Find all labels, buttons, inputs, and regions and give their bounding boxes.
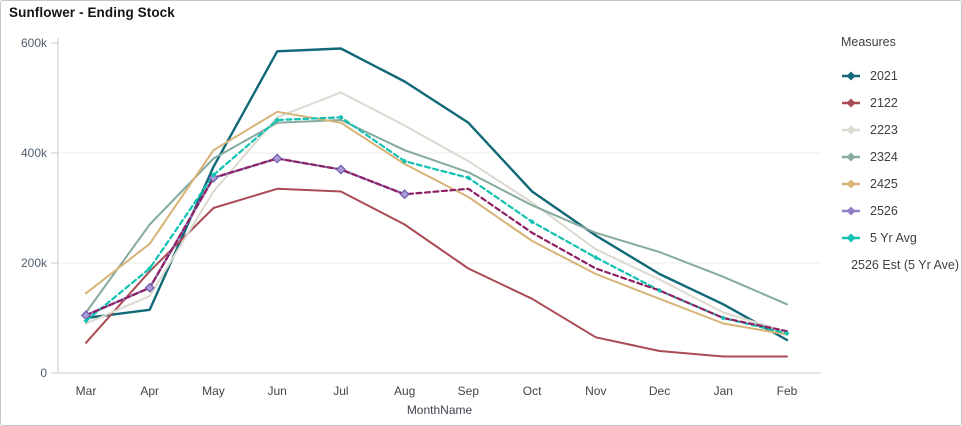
series-line-2021[interactable]: [84, 47, 789, 342]
y-tick-label-0: 0: [40, 366, 47, 380]
series-marker-5-yr-avg[interactable]: [720, 315, 726, 321]
page-title: Sunflower - Ending Stock: [9, 5, 175, 20]
x-tick-label-nov[interactable]: Nov: [585, 384, 606, 398]
series-line-2122[interactable]: [85, 187, 788, 358]
x-tick-label-aug[interactable]: Aug: [394, 384, 415, 398]
x-axis-title: MonthName: [407, 403, 473, 417]
series-marker-2526[interactable]: [272, 153, 283, 164]
x-tick-label-jun[interactable]: Jun: [268, 384, 287, 398]
legend-item-label: 5 Yr Avg: [870, 230, 917, 245]
y-tick-label-200k: 200k: [21, 256, 48, 270]
legend-item-label: 2425: [870, 176, 898, 191]
series-marker-5-yr-avg[interactable]: [83, 318, 89, 324]
x-tick-label-jan[interactable]: Jan: [714, 384, 733, 398]
series-marker-5-yr-avg[interactable]: [274, 117, 280, 123]
series-line-2526-est-5-yr-ave[interactable]: [84, 157, 789, 333]
legend-items: 2021 2122 2223 2324 2425 2526 5 Yr Avg 2526 Est…: [841, 62, 959, 278]
legend-item-label: 2223: [870, 122, 898, 137]
legend-item-label: 2021: [870, 68, 898, 83]
series-marker-2526[interactable]: [144, 282, 155, 293]
series-marker-5-yr-avg[interactable]: [784, 330, 790, 336]
legend-marker-icon: [842, 263, 843, 266]
x-tick-label-jul[interactable]: Jul: [333, 384, 348, 398]
legend-marker-icon: [842, 71, 860, 80]
legend-item-2021[interactable]: 2021: [841, 62, 959, 89]
x-tick-label-mar[interactable]: Mar: [76, 384, 97, 398]
y-tick-label-600k: 600k: [21, 36, 48, 50]
legend-title: Measures: [841, 35, 896, 49]
series-marker-5-yr-avg[interactable]: [465, 175, 471, 181]
series-line-5-yr-avg[interactable]: [84, 116, 789, 335]
series-marker-5-yr-avg[interactable]: [593, 254, 599, 261]
legend-marker-icon: [842, 233, 860, 242]
legend-item-2526-est-5-yr-ave[interactable]: 2526 Est (5 Yr Ave): [841, 251, 959, 278]
y-tick-label-400k: 400k: [21, 146, 48, 160]
series-line-2425[interactable]: [85, 110, 788, 336]
series-marker-5-yr-avg[interactable]: [338, 114, 344, 120]
legend-item-2122[interactable]: 2122: [841, 89, 959, 116]
legend-item-2425[interactable]: 2425: [841, 170, 959, 197]
legend-item-label: 2122: [870, 95, 898, 110]
series-marker-5-yr-avg[interactable]: [210, 172, 217, 178]
legend-marker-icon: [842, 98, 860, 107]
legend-marker-icon: [842, 152, 860, 161]
x-tick-label-sep[interactable]: Sep: [458, 384, 480, 398]
legend-marker-icon: [842, 125, 860, 134]
legend-item-2223[interactable]: 2223: [841, 116, 959, 143]
legend-item-2526[interactable]: 2526: [841, 197, 959, 224]
legend-marker-icon: [842, 179, 860, 188]
x-tick-label-feb[interactable]: Feb: [777, 384, 798, 398]
legend-item-label: 2526: [870, 203, 898, 218]
legend-item-label: 2526 Est (5 Yr Ave): [851, 257, 959, 272]
x-tick-label-oct[interactable]: Oct: [523, 384, 542, 398]
series-marker-5-yr-avg[interactable]: [656, 287, 663, 294]
series-marker-2526[interactable]: [208, 172, 219, 183]
x-tick-label-dec[interactable]: Dec: [649, 384, 670, 398]
x-tick-label-may[interactable]: May: [202, 384, 225, 398]
legend-item-label: 2324: [870, 149, 898, 164]
series-marker-5-yr-avg[interactable]: [147, 265, 153, 272]
series-marker-2526[interactable]: [335, 164, 346, 175]
x-tick-label-apr[interactable]: Apr: [140, 384, 159, 398]
legend-marker-icon: [842, 206, 860, 215]
series-line-2223[interactable]: [85, 91, 788, 333]
series-marker-5-yr-avg[interactable]: [402, 158, 408, 164]
series-marker-5-yr-avg[interactable]: [529, 219, 535, 225]
legend: Measures 2021 2122 2223 2324 2425 2526 5 Yr Av…: [841, 35, 959, 278]
series-marker-2526[interactable]: [399, 189, 410, 200]
series-line-2526[interactable]: [84, 157, 406, 317]
legend-item-2324[interactable]: 2324: [841, 143, 959, 170]
series-line-2324[interactable]: [85, 119, 788, 314]
legend-item-5-yr-avg[interactable]: 5 Yr Avg: [841, 224, 959, 251]
